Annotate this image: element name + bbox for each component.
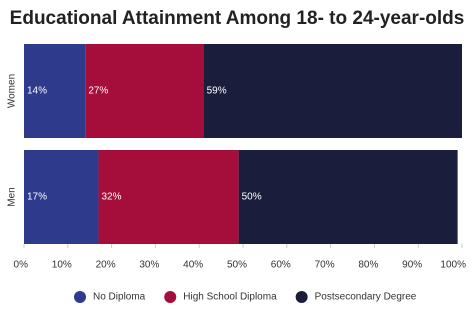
legend-label: No Diploma — [93, 292, 146, 303]
y-tick-label: Women — [7, 74, 18, 108]
data-label: 17% — [27, 192, 47, 203]
legend-swatch — [164, 291, 177, 303]
x-tick-label: 80% — [358, 260, 378, 271]
data-label: 50% — [242, 192, 262, 203]
bar-segment — [24, 44, 86, 138]
x-tick-label: 100% — [440, 260, 466, 271]
x-tick-label: 50% — [227, 260, 247, 271]
bar-segment — [238, 150, 458, 244]
data-label: 59% — [207, 86, 227, 97]
bar-segment — [85, 44, 204, 138]
legend-swatch — [74, 291, 86, 303]
legend-swatch — [295, 291, 308, 303]
bar-segment — [24, 150, 99, 244]
y-tick-label: Men — [7, 187, 18, 206]
data-label: 27% — [88, 86, 108, 97]
bar-segment — [203, 44, 462, 138]
x-tick-label: 10% — [52, 260, 72, 271]
data-label: 32% — [101, 192, 121, 203]
x-tick-label: 0% — [14, 260, 29, 271]
x-tick-label: 60% — [271, 260, 291, 271]
chart-title: Educational Attainment Among 18- to 24-y… — [10, 8, 465, 29]
legend-label: Postsecondary Degree — [315, 292, 417, 303]
x-tick-label: 30% — [139, 260, 159, 271]
bar-segment — [98, 150, 239, 244]
x-tick-label: 70% — [315, 260, 335, 271]
x-tick-label: 40% — [183, 260, 203, 271]
x-tick-label: 20% — [96, 260, 116, 271]
x-tick-label: 90% — [402, 260, 422, 271]
legend-label: High School Diploma — [183, 292, 277, 303]
data-label: 14% — [27, 86, 47, 97]
